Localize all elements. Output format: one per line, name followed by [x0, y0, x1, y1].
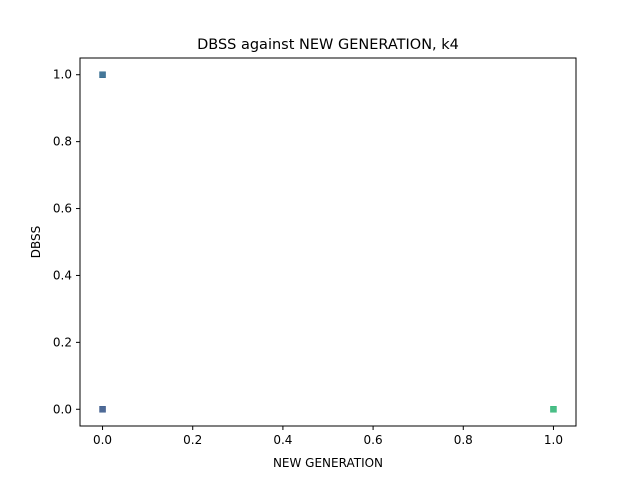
x-tick-label-1: 0.2: [183, 433, 202, 447]
y-tick-label-3: 0.6: [53, 202, 72, 216]
data-point-0: [99, 71, 106, 78]
y-tick-label-4: 0.8: [53, 135, 72, 149]
x-tick-label-5: 1.0: [544, 433, 563, 447]
y-tick-label-2: 0.4: [53, 268, 72, 282]
x-tick-label-3: 0.6: [364, 433, 383, 447]
y-axis-label: DBSS: [29, 226, 43, 259]
x-axis-label: NEW GENERATION: [273, 456, 383, 470]
x-tick-label-4: 0.8: [454, 433, 473, 447]
x-tick-label-0: 0.0: [93, 433, 112, 447]
data-point-2: [550, 406, 557, 413]
y-tick-label-1: 0.2: [53, 335, 72, 349]
tick-group: 0.0 0.2 0.4 0.6 0.8 1.0 0.0 0.2 0.4 0.6 0.8 1.0: [53, 68, 563, 447]
data-point-1: [99, 406, 106, 413]
points-group: [99, 71, 557, 413]
x-tick-label-2: 0.4: [273, 433, 292, 447]
y-tick-label-5: 1.0: [53, 68, 72, 82]
y-tick-label-0: 0.0: [53, 402, 72, 416]
chart-title: DBSS against NEW GENERATION, k4: [197, 37, 459, 53]
plot-area-frame: [79, 57, 577, 427]
